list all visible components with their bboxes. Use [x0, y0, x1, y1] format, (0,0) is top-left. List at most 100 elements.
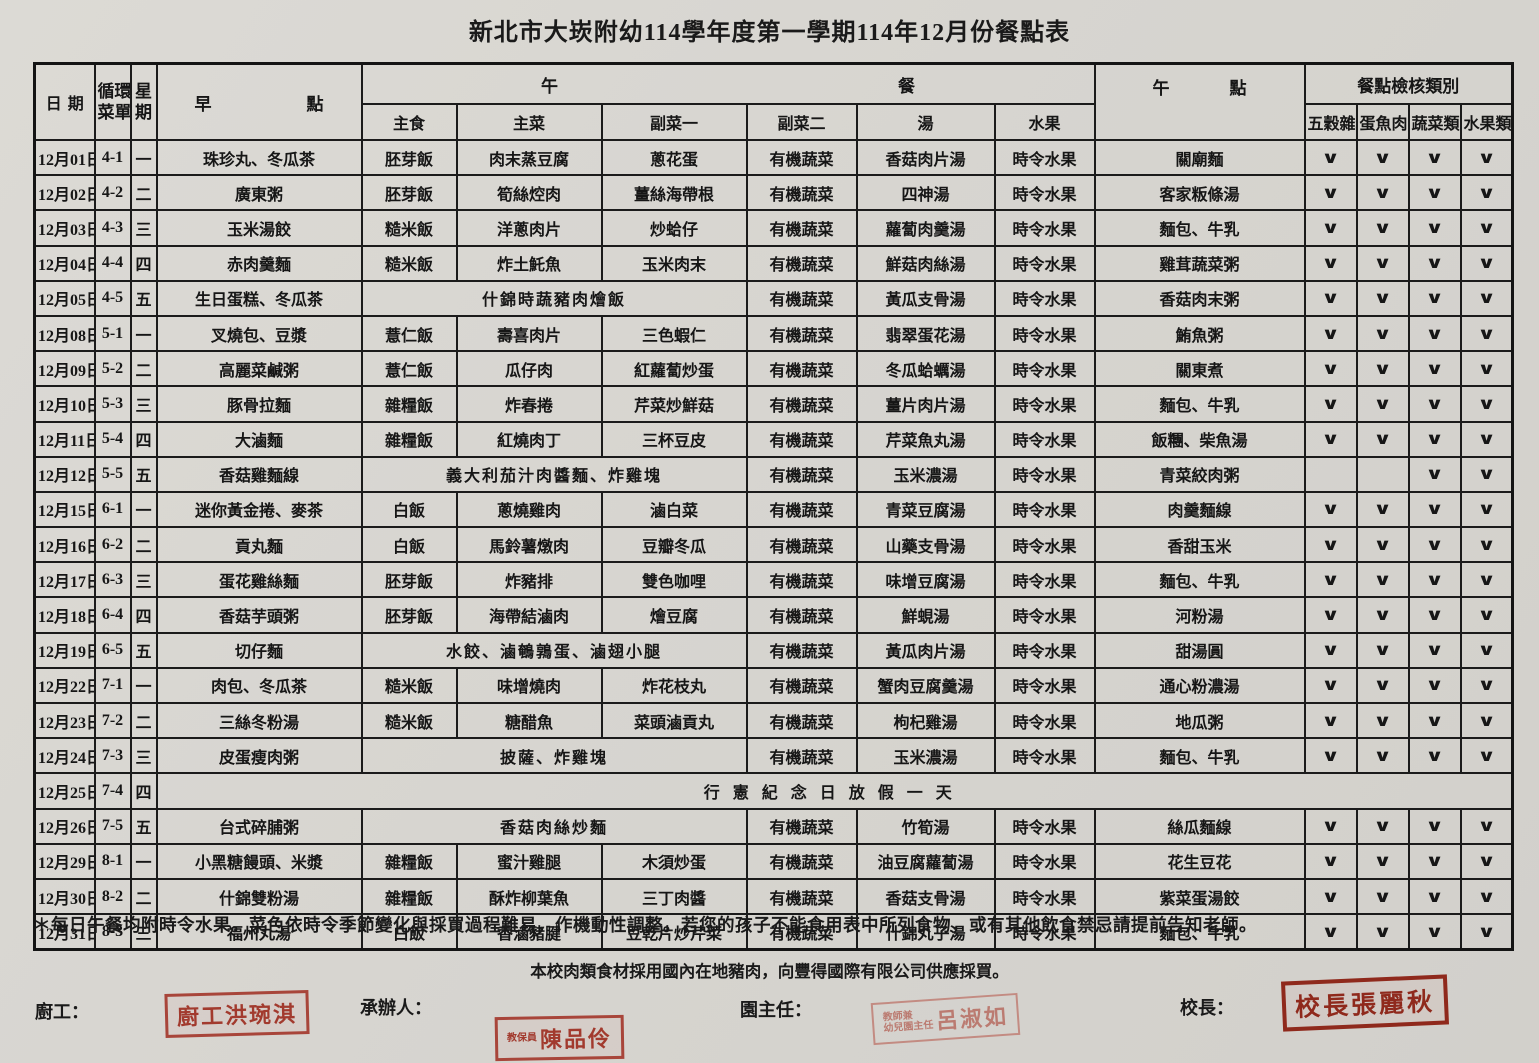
cell-check-fruit: ∨ — [1459, 526, 1514, 564]
cell-side-dish-1: 木須炒蛋 — [600, 842, 748, 880]
check-mark-icon: ∨ — [1425, 607, 1444, 625]
cell-soup: 冬瓜蛤蠣湯 — [855, 350, 996, 388]
cell-weekday: 四 — [129, 420, 158, 458]
cell-snack: 麵包、牛乳 — [1093, 385, 1306, 423]
check-mark-icon: ∨ — [1425, 501, 1444, 519]
cell-side-dish-1: 炸花枝丸 — [600, 666, 748, 705]
cell-lunch-merged: 什錦時蔬豬肉燴飯 — [360, 279, 748, 317]
cell-check-fruit: ∨ — [1459, 913, 1514, 951]
cell-date: 12月04日 — [33, 244, 96, 282]
cell-side-dish-1: 薑絲海帶根 — [600, 174, 748, 212]
cell-cycle: 5-3 — [93, 385, 132, 423]
cell-weekday: 二 — [129, 174, 158, 212]
cell-check-grains: ∨ — [1303, 279, 1358, 317]
cell-staple: 胚芽飯 — [360, 138, 458, 177]
cell-check-protein: ∨ — [1355, 842, 1410, 880]
cell-staple: 雜糧飯 — [360, 877, 458, 916]
cell-side-dish-2: 有機蔬菜 — [745, 877, 858, 916]
check-mark-icon: ∨ — [1373, 888, 1392, 906]
cell-side-dish-2: 有機蔬菜 — [745, 138, 858, 177]
cell-check-grains: ∨ — [1303, 596, 1358, 634]
director-label: 園主任： — [740, 1000, 812, 1020]
check-mark-icon: ∨ — [1425, 290, 1444, 308]
cell-breakfast: 迷你黃金捲、麥茶 — [155, 490, 363, 529]
cell-check-protein: ∨ — [1355, 561, 1410, 599]
cell-main-dish: 肉末蒸豆腐 — [455, 138, 603, 177]
cell-check-grains: ∨ — [1303, 526, 1358, 564]
cell-soup: 鮮蜆湯 — [855, 596, 996, 634]
cell-main-dish: 蔥燒雞肉 — [455, 490, 603, 529]
cell-snack: 關廟麵 — [1093, 138, 1306, 177]
cook-stamp: 廚工洪琬淇 — [164, 989, 310, 1039]
cell-side-dish-1: 雙色咖哩 — [600, 561, 748, 599]
cell-check-vegetable: ∨ — [1407, 701, 1462, 740]
col-header-date: 日期 — [33, 62, 96, 141]
cell-soup: 青菜豆腐湯 — [855, 490, 996, 529]
cell-check-protein: ∨ — [1355, 913, 1410, 951]
menu-row: 12月30日8-2二什錦雙粉湯雜糧飯酥炸柳葉魚三丁肉醬有機蔬菜香菇支骨湯時令水果… — [33, 877, 1514, 916]
cell-weekday: 五 — [129, 279, 158, 317]
cell-weekday: 五 — [129, 631, 158, 669]
check-mark-icon: ∨ — [1476, 149, 1496, 167]
cell-side-dish-2: 有機蔬菜 — [745, 279, 858, 317]
cell-check-vegetable: ∨ — [1407, 174, 1462, 212]
cell-weekday: 二 — [129, 350, 158, 388]
cell-check-protein: ∨ — [1355, 350, 1410, 388]
check-mark-icon: ∨ — [1476, 466, 1496, 484]
check-mark-icon: ∨ — [1373, 923, 1392, 941]
cell-side-dish-1: 三色蝦仁 — [600, 314, 748, 353]
menu-row: 12月15日6-1一迷你黃金捲、麥茶白飯蔥燒雞肉滷白菜有機蔬菜青菜豆腐湯時令水果… — [33, 490, 1514, 529]
cell-check-protein: ∨ — [1355, 174, 1410, 212]
cell-breakfast: 叉燒包、豆漿 — [155, 314, 363, 353]
check-mark-icon: ∨ — [1321, 923, 1340, 941]
cell-side-dish-1: 豆瓣冬瓜 — [600, 526, 748, 564]
menu-row: 12月18日6-4四香菇芋頭粥胚芽飯海帶結滷肉燴豆腐有機蔬菜鮮蜆湯時令水果河粉湯… — [33, 596, 1514, 634]
cell-staple: 白飯 — [360, 526, 458, 564]
cell-staple: 糙米飯 — [360, 244, 458, 282]
cell-breakfast: 生日蛋糕、冬瓜茶 — [155, 279, 363, 317]
check-mark-icon: ∨ — [1321, 712, 1340, 730]
cell-check-vegetable: ∨ — [1407, 877, 1462, 916]
signature-row: 廚工： 廚工洪琬淇 承辦人： 教保員 陳品伶 園主任： 教師兼 幼兒園主任 呂淑… — [0, 974, 1539, 1062]
check-mark-icon: ∨ — [1476, 501, 1496, 519]
col-header-check-fruit: 水果類 — [1459, 103, 1514, 141]
cell-staple: 雜糧飯 — [360, 385, 458, 423]
check-mark-icon: ∨ — [1373, 219, 1392, 237]
col-header-staple: 主食 — [360, 103, 458, 141]
cell-check-fruit: ∨ — [1459, 385, 1514, 423]
cell-weekday: 一 — [129, 666, 158, 705]
check-mark-icon: ∨ — [1373, 431, 1392, 449]
cell-side-dish-1: 芹菜炒鮮菇 — [600, 385, 748, 423]
cell-soup: 翡翠蛋花湯 — [855, 314, 996, 353]
cell-snack: 甜湯圓 — [1093, 631, 1306, 669]
director-stamp: 教師兼 幼兒園主任 呂淑如 — [870, 992, 1021, 1046]
cell-main-dish: 洋蔥肉片 — [455, 209, 603, 247]
cell-check-grains: ∨ — [1303, 913, 1358, 951]
check-mark-icon: ∨ — [1476, 571, 1496, 589]
check-mark-icon: ∨ — [1425, 431, 1444, 449]
cell-side-dish-2: 有機蔬菜 — [745, 701, 858, 740]
cell-side-dish-2: 有機蔬菜 — [745, 666, 858, 705]
cell-check-grains — [1303, 455, 1358, 493]
cell-check-fruit: ∨ — [1459, 807, 1514, 845]
cell-check-protein: ∨ — [1355, 209, 1410, 247]
cell-snack: 麵包、牛乳 — [1093, 561, 1306, 599]
handler-stamp: 教保員 陳品伶 — [494, 1014, 625, 1062]
check-mark-icon: ∨ — [1373, 395, 1392, 413]
check-mark-icon: ∨ — [1321, 536, 1340, 554]
cell-side-dish-1: 菜頭滷貢丸 — [600, 701, 748, 740]
cell-breakfast: 廣東粥 — [155, 174, 363, 212]
check-mark-icon: ∨ — [1321, 747, 1340, 765]
cell-side-dish-2: 有機蔬菜 — [745, 174, 858, 212]
cell-cycle: 5-4 — [93, 420, 132, 458]
cell-breakfast: 豚骨拉麵 — [155, 385, 363, 423]
check-mark-icon: ∨ — [1321, 677, 1340, 695]
cell-soup: 枸杞雞湯 — [855, 701, 996, 740]
cell-check-vegetable: ∨ — [1407, 455, 1462, 493]
cell-weekday: 二 — [129, 701, 158, 740]
check-mark-icon: ∨ — [1425, 395, 1444, 413]
check-mark-icon: ∨ — [1476, 677, 1496, 695]
